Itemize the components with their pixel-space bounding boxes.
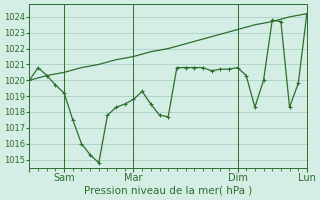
X-axis label: Pression niveau de la mer( hPa ): Pression niveau de la mer( hPa )	[84, 186, 252, 196]
